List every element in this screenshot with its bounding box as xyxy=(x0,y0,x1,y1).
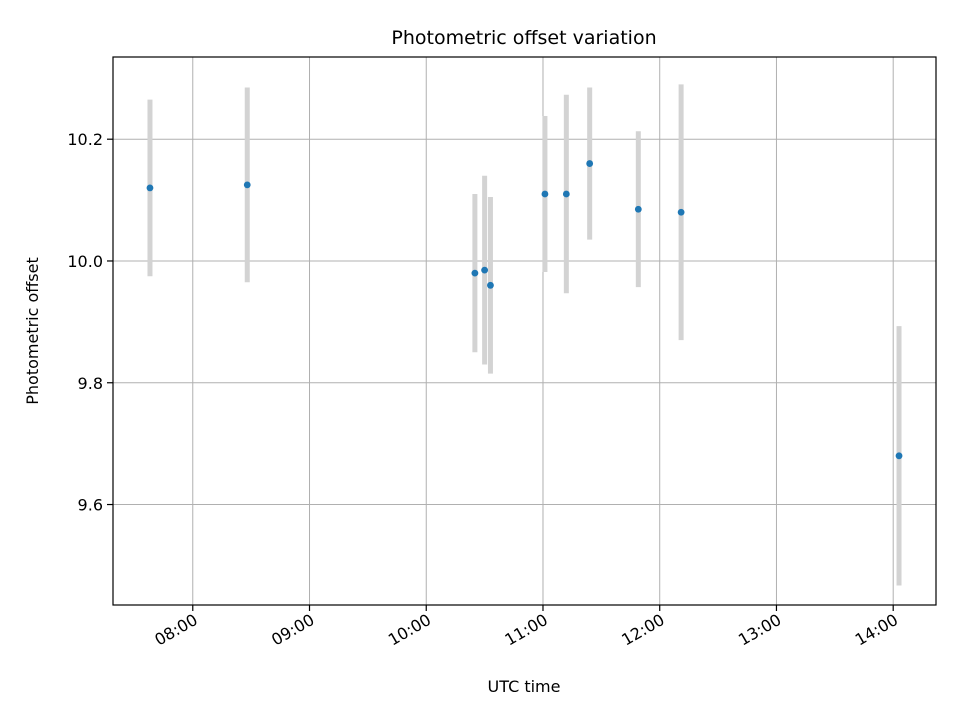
data-point xyxy=(146,184,154,192)
data-points xyxy=(146,160,903,460)
data-point xyxy=(481,266,489,274)
x-axis-label: UTC time xyxy=(488,677,561,696)
data-point xyxy=(895,452,903,460)
data-point xyxy=(471,269,479,277)
x-tick-label: 10:00 xyxy=(385,610,434,650)
x-tick-label: 13:00 xyxy=(735,610,784,650)
plot-frame xyxy=(112,56,937,606)
data-point xyxy=(586,160,594,167)
x-axis-ticks: 08:00 09:00 10:00 11:00 12:00 13:00 14:00 xyxy=(151,605,901,650)
x-tick-label: 11:00 xyxy=(502,610,551,650)
data-point xyxy=(541,190,549,198)
chart-title: Photometric offset variation xyxy=(391,27,656,49)
data-point xyxy=(677,208,685,216)
data-point xyxy=(562,190,570,198)
data-point xyxy=(487,281,494,289)
x-tick-label: 09:00 xyxy=(268,610,317,650)
y-tick-label: 9.6 xyxy=(78,496,103,515)
y-tick-label: 10.0 xyxy=(67,252,103,271)
grid xyxy=(113,57,936,605)
y-tick-label: 10.2 xyxy=(67,130,103,149)
data-point xyxy=(243,181,251,189)
x-tick-label: 14:00 xyxy=(852,610,901,650)
data-point xyxy=(634,205,642,213)
y-axis-label: Photometric offset xyxy=(23,257,42,405)
x-tick-label: 08:00 xyxy=(151,610,200,650)
y-tick-label: 9.8 xyxy=(78,374,103,393)
y-axis-ticks: 9.6 9.8 10.0 10.2 xyxy=(67,130,113,515)
error-bars xyxy=(147,84,902,586)
x-tick-label: 12:00 xyxy=(618,610,667,650)
